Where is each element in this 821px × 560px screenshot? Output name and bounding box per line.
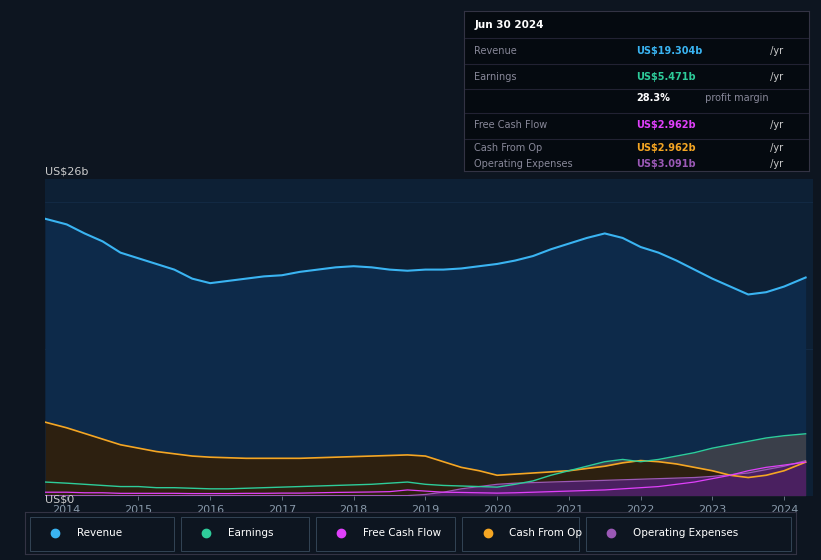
- Text: /yr: /yr: [768, 143, 783, 153]
- Text: US$2.962b: US$2.962b: [636, 119, 696, 129]
- Text: US$3.091b: US$3.091b: [636, 160, 696, 170]
- Text: /yr: /yr: [768, 160, 783, 170]
- Text: US$5.471b: US$5.471b: [636, 72, 696, 82]
- Text: US$19.304b: US$19.304b: [636, 46, 703, 56]
- Text: /yr: /yr: [768, 46, 783, 56]
- Text: Revenue: Revenue: [77, 529, 122, 538]
- Text: Revenue: Revenue: [475, 46, 517, 56]
- Text: Operating Expenses: Operating Expenses: [633, 529, 738, 538]
- Text: Earnings: Earnings: [227, 529, 273, 538]
- Text: US$0: US$0: [45, 494, 75, 505]
- Text: US$2.962b: US$2.962b: [636, 143, 696, 153]
- Text: Free Cash Flow: Free Cash Flow: [363, 529, 441, 538]
- Text: Jun 30 2024: Jun 30 2024: [475, 20, 544, 30]
- Text: Cash From Op: Cash From Op: [509, 529, 582, 538]
- Text: Free Cash Flow: Free Cash Flow: [475, 119, 548, 129]
- Text: Earnings: Earnings: [475, 72, 516, 82]
- Text: Operating Expenses: Operating Expenses: [475, 160, 573, 170]
- Text: /yr: /yr: [768, 119, 783, 129]
- Text: 28.3%: 28.3%: [636, 93, 670, 103]
- Text: Cash From Op: Cash From Op: [475, 143, 543, 153]
- Text: US$26b: US$26b: [45, 166, 89, 176]
- Text: profit margin: profit margin: [702, 93, 768, 103]
- Text: /yr: /yr: [768, 72, 783, 82]
